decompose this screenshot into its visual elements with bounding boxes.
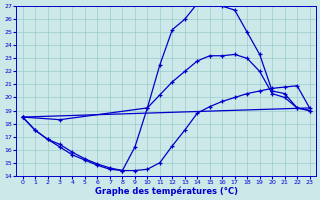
X-axis label: Graphe des températures (°C): Graphe des températures (°C) (95, 186, 237, 196)
